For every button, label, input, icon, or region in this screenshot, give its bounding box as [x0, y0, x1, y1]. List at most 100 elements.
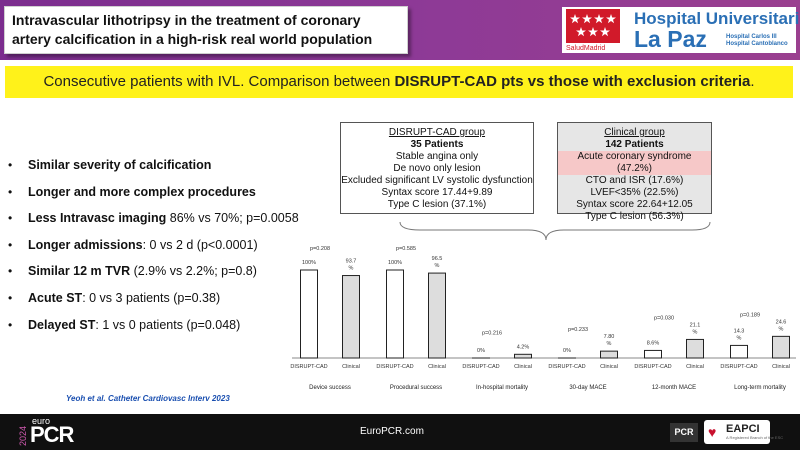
- salud-madrid-label: SaludMadrid: [566, 45, 606, 52]
- disrupt-group-box: DISRUPT-CAD group 35 Patients Stable ang…: [340, 122, 534, 214]
- bar-value-label: 4.2%: [517, 344, 530, 350]
- disrupt-line: Stable angina only: [395, 151, 479, 162]
- bar-value-label: 0%: [563, 348, 571, 354]
- clinical-line: Syntax score 22.64+12.05: [576, 199, 693, 210]
- p-value-label: p=0.216: [482, 330, 502, 336]
- p-value-label: p=0.030: [654, 315, 674, 321]
- affiliate-2: Hospital Cantoblanco: [726, 41, 788, 47]
- bar-value-label: 14.3%: [734, 328, 745, 341]
- bar-value-label: 21.1%: [690, 322, 701, 335]
- bar: [428, 272, 446, 359]
- bar: [644, 349, 662, 359]
- bar-value-label: 7.80%: [604, 334, 615, 347]
- eapci-logo: ♥ EAPCI A Registered Branch of the ESC: [704, 420, 783, 444]
- bar-value-label: 8.6%: [647, 340, 660, 346]
- p-value-label: p=0.208: [310, 246, 330, 252]
- clinical-group-count: 142 Patients: [605, 139, 664, 150]
- bar-value-label: 100%: [302, 260, 316, 266]
- bar: [386, 269, 404, 359]
- finding-rest: (2.9% vs 2.2%; p=0.8): [130, 264, 257, 279]
- disrupt-line: De novo only lesion: [393, 163, 481, 174]
- bar: [686, 338, 704, 359]
- p-value-label: p=0.189: [740, 312, 760, 318]
- p-value-label: p=0.233: [568, 327, 588, 333]
- bar: [342, 275, 360, 359]
- bar-category-label: DISRUPT-CAD: [462, 364, 499, 370]
- bullet-icon: •: [8, 264, 13, 279]
- finding-bold: Acute ST: [28, 290, 83, 305]
- title-box: Intravascular lithotripsy in the treatme…: [4, 6, 408, 54]
- bar: [300, 269, 318, 359]
- clinical-line: LVEF<35% (22.5%): [590, 187, 679, 198]
- finding-item: • Acute ST: 0 vs 3 patients (p=0.38): [8, 285, 308, 312]
- bar: [514, 353, 532, 359]
- disrupt-line: Excluded significant LV systolic dysfunc…: [341, 175, 533, 186]
- finding-item: • Longer admissions: 0 vs 2 d (p<0.0001): [8, 232, 308, 259]
- finding-item: • Less Intravasc imaging 86% vs 70%; p=0.…: [8, 205, 308, 232]
- disrupt-group-count: 35 Patients: [410, 139, 464, 150]
- finding-item: • Delayed ST: 1 vs 0 patients (p=0.048): [8, 312, 308, 339]
- finding-bold: Longer and more complex procedures: [28, 184, 256, 199]
- clinical-line: CTO and ISR (17.6%): [585, 175, 684, 186]
- finding-item: • Longer and more complex procedures: [8, 179, 308, 206]
- subtitle-banner: Consecutive patients with IVL. Compariso…: [5, 66, 793, 98]
- finding-rest: : 1 vs 0 patients (p=0.048): [95, 317, 241, 332]
- bar: [730, 344, 748, 359]
- footer-url-link[interactable]: EuroPCR.com: [360, 426, 424, 437]
- bar: [600, 350, 618, 359]
- bullet-icon: •: [8, 290, 13, 305]
- bar-category-label: Clinical: [428, 364, 446, 370]
- bullet-icon: •: [8, 184, 13, 199]
- hospital-affiliates: Hospital Carlos III Hospital Cantoblanco: [726, 34, 788, 48]
- finding-rest: : 0 vs 3 patients (p=0.38): [82, 290, 221, 305]
- banner-prefix: Consecutive patients with IVL. Compariso…: [43, 73, 395, 90]
- bar-category-label: Clinical: [342, 364, 360, 370]
- outcomes-chart: 100% DISRUPT-CAD 93.7 % Clinical p=0.208 Devic…: [290, 246, 796, 391]
- banner-suffix: .: [750, 73, 755, 90]
- disrupt-line: Syntax score 17.44+9.89: [381, 187, 493, 198]
- category-label: In-hospital mortality: [476, 385, 528, 391]
- bullet-icon: •: [8, 211, 13, 226]
- disrupt-line: Type C lesion (37.1%): [387, 199, 487, 210]
- bullet-icon: •: [8, 237, 13, 252]
- category-label: 30-day MACE: [569, 385, 606, 391]
- bar-value-label: 96.5%: [432, 256, 443, 269]
- finding-item: • Similar severity of calcification: [8, 152, 308, 179]
- bar-category-label: Clinical: [772, 364, 790, 370]
- clinical-highlight-line: Acute coronary syndrome (47.2%): [558, 151, 711, 175]
- hospital-logo: SaludMadrid Hospital Universitario La Pa…: [562, 7, 800, 53]
- pcr-label: PCR: [30, 422, 74, 447]
- finding-bold: Similar 12 m TVR: [28, 264, 131, 279]
- eapci-subtitle: A Registered Branch of the ESC: [726, 435, 784, 440]
- bar-category-label: Clinical: [600, 364, 618, 370]
- finding-bold: Longer admissions: [28, 237, 143, 252]
- europcr-logo: 2024 euro PCR: [18, 416, 98, 448]
- category-label: Device success: [309, 385, 351, 391]
- category-label: Procedural success: [390, 385, 442, 391]
- category-label: 12-month MACE: [652, 385, 696, 391]
- banner-bold: DISRUPT-CAD pts vs those with exclusion …: [394, 73, 751, 90]
- pcr-badge: PCR: [670, 423, 698, 442]
- bar-category-label: Clinical: [514, 364, 532, 370]
- clinical-line: Type C lesion (56.3%): [585, 211, 684, 222]
- bar-category-label: DISRUPT-CAD: [376, 364, 413, 370]
- finding-bold: Similar severity of calcification: [28, 158, 212, 172]
- bullet-icon: •: [8, 158, 13, 172]
- hospital-name: Hospital Universitario: [634, 9, 800, 28]
- clinical-group-title: Clinical group: [604, 127, 665, 138]
- year-label: 2024: [18, 425, 28, 446]
- finding-bold: Less Intravasc imaging: [28, 211, 167, 226]
- category-label: Long-term mortality: [734, 385, 786, 391]
- bar: [772, 335, 790, 359]
- bar-category-label: DISRUPT-CAD: [634, 364, 671, 370]
- heart-icon: ♥: [708, 424, 717, 440]
- bar-value-label: 24.6%: [776, 319, 787, 332]
- findings-list: • Similar severity of calcification • Long…: [8, 152, 308, 338]
- finding-bold: Delayed ST: [28, 317, 96, 332]
- finding-rest: 86% vs 70%; p=0.0058: [166, 211, 299, 226]
- finding-item: • Similar 12 m TVR (2.9% vs 2.2%; p=0.8): [8, 258, 308, 285]
- bar-value-label: 0%: [477, 348, 485, 354]
- bullet-icon: •: [8, 317, 13, 332]
